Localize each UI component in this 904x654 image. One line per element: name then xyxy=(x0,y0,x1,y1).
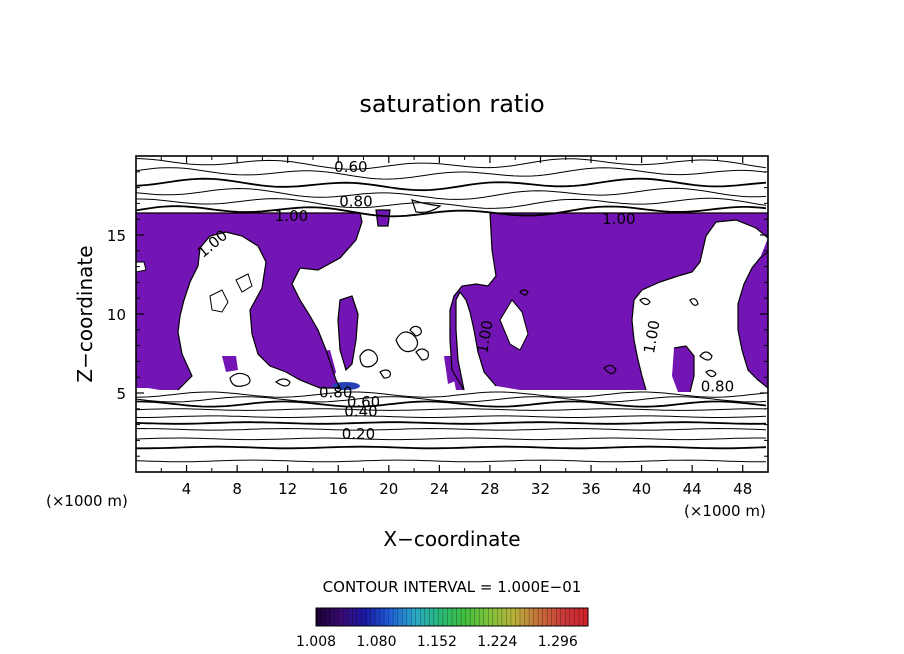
fill-outlines xyxy=(136,199,768,393)
y-tick-label: 5 xyxy=(116,385,126,403)
contour-value-label: 0.60 xyxy=(334,158,367,176)
y-tick-label: 15 xyxy=(107,227,126,245)
subsaturated-holes xyxy=(136,261,529,351)
contour-lines xyxy=(136,158,767,463)
contour-value-label: 0.60 xyxy=(347,393,380,411)
x-tick-label: 12 xyxy=(278,480,297,498)
contour-line xyxy=(136,391,767,398)
colorbar-tick-label: 1.224 xyxy=(477,634,517,650)
fill-region-small-5 xyxy=(222,356,238,372)
contour-line xyxy=(136,421,767,425)
contour-line xyxy=(136,197,767,209)
colorbar-tick-label: 1.152 xyxy=(417,634,457,650)
contour-value-label: 0.40 xyxy=(344,403,377,421)
x-tick-label: 44 xyxy=(683,480,702,498)
hole-3 xyxy=(499,299,529,351)
contour-line xyxy=(136,187,767,200)
x-tick-label: 24 xyxy=(430,480,449,498)
fill-region-right-blob xyxy=(672,346,694,392)
colorbar-ticks: 1.008 1.080 1.152 1.224 1.296 xyxy=(296,608,589,650)
contour-value-label: 1.00 xyxy=(602,210,635,228)
contour-line xyxy=(136,396,767,403)
fill-region-mid xyxy=(450,213,768,390)
colorbar-tick-label: 1.080 xyxy=(356,634,396,650)
contour-line xyxy=(136,400,767,408)
fill-region-small-6 xyxy=(164,342,176,360)
fill-region-small-2 xyxy=(316,350,336,384)
contour-value-label: 0.20 xyxy=(342,425,375,443)
contour-line xyxy=(136,205,767,218)
x-axis-label: X−coordinate xyxy=(383,527,520,551)
hole-1 xyxy=(209,289,229,313)
hole-2 xyxy=(136,261,147,273)
contour-value-label: 0.80 xyxy=(339,193,372,211)
contour-line xyxy=(136,459,766,463)
hole-4 xyxy=(235,273,253,293)
contour-interval-note: CONTOUR INTERVAL = 1.000E−01 xyxy=(323,578,582,596)
contour-value-label: 0.80 xyxy=(701,377,734,395)
contour-line xyxy=(136,427,767,431)
x-tick-label: 8 xyxy=(232,480,242,498)
contour-value-label: 1.00 xyxy=(640,319,664,355)
contour-line xyxy=(136,177,767,192)
contour-line xyxy=(136,167,767,180)
contour-line xyxy=(136,408,767,411)
y-axis-ticks: 5 10 15 xyxy=(107,171,768,457)
contour-line xyxy=(136,437,767,441)
contour-line xyxy=(136,158,767,170)
supersaturation-fill xyxy=(136,210,768,392)
x-tick-label: 48 xyxy=(733,480,752,498)
contour-line xyxy=(136,415,767,418)
fill-region-right-edge xyxy=(738,238,768,388)
x-tick-label: 20 xyxy=(379,480,398,498)
x-tick-label: 36 xyxy=(581,480,600,498)
fill-region-small-1 xyxy=(338,296,358,370)
x-unit-label-left: (×1000 m) xyxy=(46,492,128,510)
contour-value-label: 1.00 xyxy=(473,319,497,355)
colorbar-tick-label: 1.008 xyxy=(296,634,336,650)
x-tick-label: 40 xyxy=(632,480,651,498)
fill-region-small-4 xyxy=(444,356,458,384)
contour-line xyxy=(136,445,767,450)
contour-value-label: 0.80 xyxy=(319,384,352,402)
plot-area: 0.600.801.00 1.001.001.00 1.000.800.800.60… xyxy=(107,155,769,498)
contour-value-label: 1.00 xyxy=(275,207,308,225)
y-axis-label: Z−coordinate xyxy=(73,245,97,382)
x-tick-label: 32 xyxy=(531,480,550,498)
x-axis-ticks: 4 8 12 16 20 24 28 32 36 40 44 48 xyxy=(160,156,752,498)
fill-region-left xyxy=(136,213,362,390)
x-tick-label: 28 xyxy=(480,480,499,498)
x-tick-label: 16 xyxy=(329,480,348,498)
colorbar: 1.008 1.080 1.152 1.224 1.296 xyxy=(296,607,589,650)
x-unit-label-right: (×1000 m) xyxy=(684,502,766,520)
chart-title: saturation ratio xyxy=(359,90,544,118)
y-tick-label: 10 xyxy=(107,306,126,324)
x-tick-label: 4 xyxy=(182,480,192,498)
fill-region-small-3 xyxy=(376,210,390,226)
colorbar-tick-label: 1.296 xyxy=(538,634,578,650)
contour-labels: 0.600.801.00 1.001.001.00 1.000.800.800.60… xyxy=(194,158,734,443)
